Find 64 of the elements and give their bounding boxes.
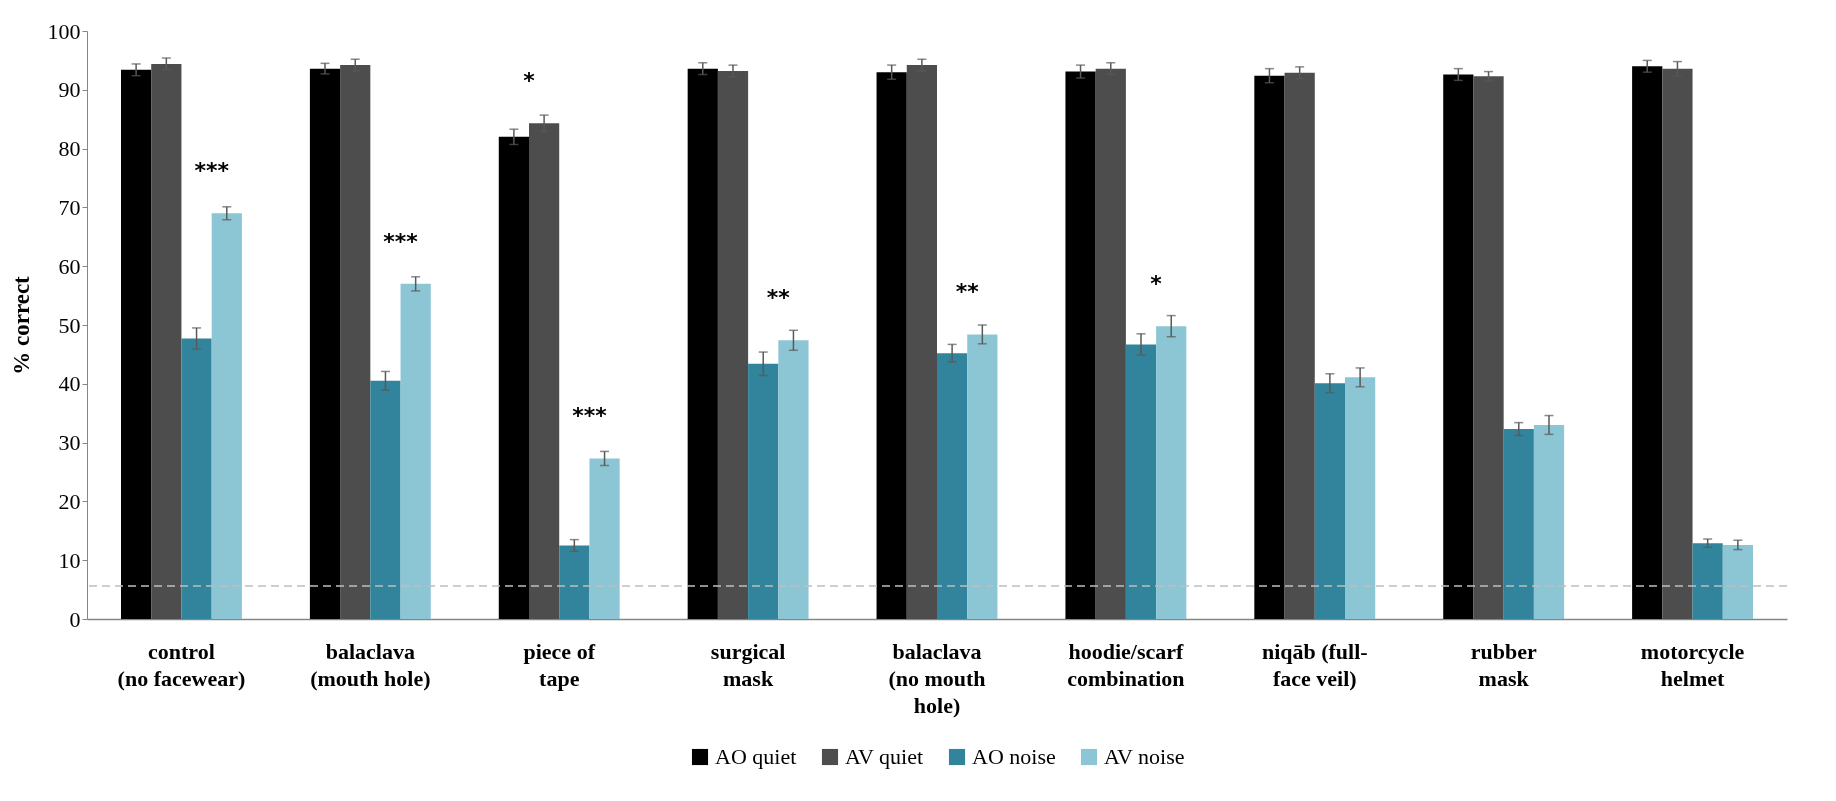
bar	[717, 70, 749, 619]
bar	[1692, 543, 1723, 619]
annotation: ***	[572, 403, 608, 429]
bar	[1473, 76, 1504, 619]
bar	[1065, 71, 1096, 619]
x-tick-label: rubber mask	[1470, 638, 1537, 691]
y-tick-label: 30	[58, 430, 81, 456]
y-tick-label: 0	[69, 606, 81, 632]
x-tick-label: piece of tape	[523, 638, 596, 691]
x-tick-label: hoodie/scarf combination	[1067, 638, 1185, 691]
x-tick-label: balaclava (no mouth hole)	[888, 638, 986, 718]
legend-label: AV noise	[1104, 744, 1185, 769]
x-tick-label: control (no facewear)	[117, 638, 246, 691]
bar	[1533, 424, 1565, 619]
annotation: ***	[194, 158, 230, 184]
bar	[1095, 68, 1126, 619]
x-tick-label: motorcycle helmet	[1640, 638, 1745, 691]
bar	[778, 340, 809, 619]
bar	[748, 363, 779, 619]
x-tick-label: surgical mask	[710, 638, 786, 691]
bar	[1503, 429, 1534, 619]
annotation: ***	[383, 228, 419, 254]
bar	[1284, 72, 1315, 619]
legend-label: AV quiet	[845, 744, 924, 769]
bar	[370, 380, 401, 619]
bar	[309, 68, 341, 619]
annotation: **	[955, 279, 980, 305]
y-tick-label: 60	[58, 253, 81, 279]
bar	[937, 353, 968, 619]
bar	[967, 334, 998, 619]
y-tick-label: 50	[58, 312, 81, 338]
x-tick-label: niqāb (full- face veil)	[1261, 638, 1368, 691]
y-axis-title: % correct	[8, 275, 34, 375]
legend-label: AO noise	[972, 744, 1056, 769]
y-tick-label: 70	[58, 194, 81, 220]
legend-label: AO quiet	[715, 744, 797, 769]
bar	[1443, 74, 1474, 619]
y-tick-label: 80	[58, 136, 81, 162]
bar	[1314, 383, 1345, 619]
bar	[1156, 326, 1187, 619]
bar	[876, 72, 907, 619]
bar	[589, 458, 620, 619]
annotation: **	[766, 285, 791, 311]
annotation: *	[1150, 271, 1163, 297]
bar	[498, 136, 529, 619]
bar	[1345, 377, 1376, 619]
bar	[1254, 75, 1285, 619]
y-tick-label: 10	[58, 547, 81, 573]
bar	[1125, 344, 1157, 619]
bar	[1632, 66, 1663, 619]
y-tick-label: 20	[58, 488, 81, 514]
bar	[687, 68, 718, 619]
bar	[121, 69, 152, 619]
annotation: *	[523, 68, 536, 94]
bar	[400, 283, 431, 619]
x-tick-label: balaclava (mouth hole)	[310, 638, 431, 691]
bar	[151, 63, 182, 619]
bar	[559, 545, 590, 619]
y-tick-label: 100	[47, 18, 81, 44]
bar	[181, 338, 212, 619]
y-tick-label: 90	[58, 77, 81, 103]
bar	[211, 213, 242, 619]
bar	[1722, 544, 1753, 619]
y-tick-label: 40	[58, 371, 81, 397]
